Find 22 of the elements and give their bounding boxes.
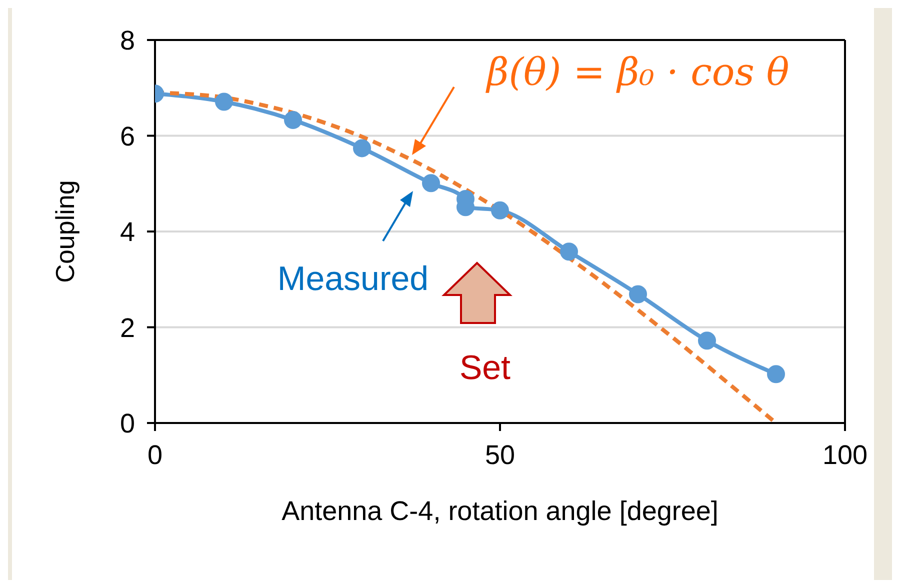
point	[215, 92, 233, 111]
point	[491, 201, 509, 220]
text: β(θ) = β₀ · cos θ	[484, 50, 790, 94]
point	[560, 242, 578, 261]
annotation: Set	[459, 348, 512, 387]
point	[698, 332, 716, 350]
point	[284, 110, 302, 129]
y-tick-label: 4	[120, 217, 135, 248]
x-tick-label: 100	[822, 440, 868, 470]
y-axis-title: Coupling	[50, 180, 80, 283]
y-tick-label: 8	[120, 26, 135, 56]
x-tick-label: 0	[147, 440, 163, 470]
y-tick-label: 2	[120, 312, 135, 343]
y-tick-label: 6	[120, 121, 135, 152]
y-tick-label: 0	[120, 408, 135, 439]
x-axis-title: Antenna C-4, rotation angle [degree]	[282, 496, 718, 526]
series-label: Measured	[277, 260, 429, 298]
point	[767, 365, 785, 384]
point	[629, 285, 647, 304]
x-tick-label: 50	[484, 440, 516, 470]
point	[422, 174, 440, 192]
point	[353, 139, 371, 158]
